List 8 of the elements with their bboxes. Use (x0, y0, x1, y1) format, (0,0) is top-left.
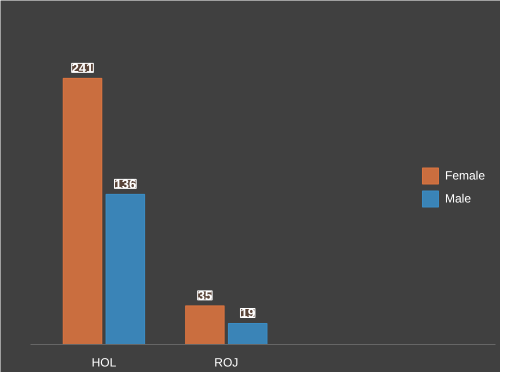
bar (185, 305, 225, 344)
legend-label: Male (444, 192, 471, 206)
x-tick-label: HOL (92, 356, 117, 370)
bar (228, 323, 268, 344)
bar (106, 194, 146, 344)
legend-label: Female (444, 168, 485, 182)
bar (62, 78, 102, 344)
x-tick-label: ROJ (214, 356, 238, 370)
